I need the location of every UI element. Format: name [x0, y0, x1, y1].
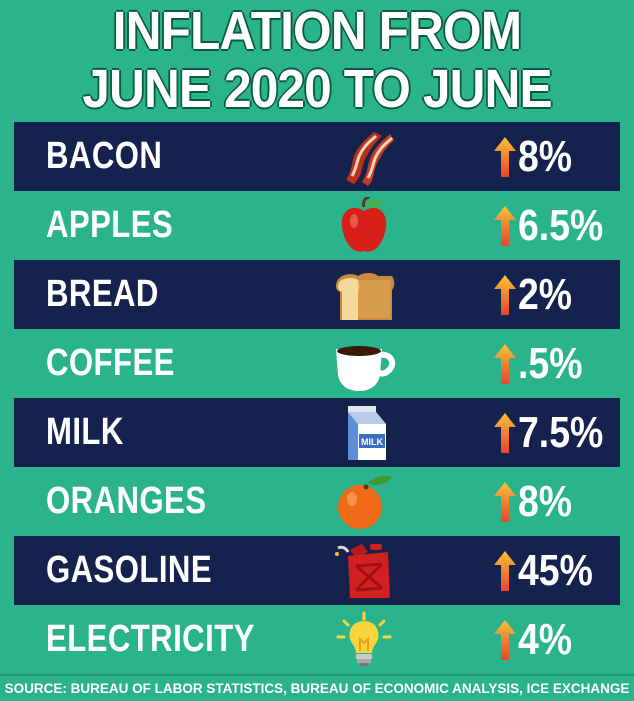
item-label: GASOLINE — [46, 549, 213, 591]
up-arrow-icon — [494, 136, 516, 177]
up-arrow-icon — [494, 550, 516, 591]
orange-icon — [332, 473, 396, 531]
table-row-apples: APPLES 6.5% — [14, 191, 620, 260]
source-footer: SOURCE: BUREAU OF LABOR STATISTICS, BURE… — [0, 674, 634, 701]
change-value: 8% — [494, 467, 582, 536]
item-label: ORANGES — [46, 480, 207, 522]
change-percent: 45% — [518, 546, 593, 595]
table-row-bread: BREAD 2% — [14, 260, 620, 329]
inflation-table: BACON 8% APPLES 6.5% — [14, 122, 620, 674]
table-row-coffee: COFFEE .5% — [14, 329, 620, 398]
table-row-gasoline: GASOLINE 45% — [14, 536, 620, 605]
up-arrow-icon — [494, 205, 516, 246]
item-label: MILK — [46, 411, 124, 453]
change-percent: 8% — [518, 132, 573, 181]
up-arrow-icon — [494, 412, 516, 453]
up-arrow-icon — [494, 481, 516, 522]
up-arrow-icon — [494, 619, 516, 660]
light-bulb-icon — [332, 611, 396, 669]
item-label: ELECTRICITY — [46, 618, 255, 660]
table-row-oranges: ORANGES 8% — [14, 467, 620, 536]
item-label: APPLES — [46, 204, 174, 246]
change-percent: 8% — [518, 477, 573, 526]
change-value: 8% — [494, 122, 582, 191]
up-arrow-icon — [494, 274, 516, 315]
item-label: BACON — [46, 135, 163, 177]
milk-carton-icon: MILK — [332, 404, 396, 462]
change-value: 7.5% — [494, 398, 618, 467]
coffee-cup-icon — [332, 335, 396, 393]
item-label: BREAD — [46, 273, 159, 315]
milk-carton-label: MILK — [361, 437, 383, 447]
change-percent: 7.5% — [518, 408, 604, 457]
table-row-bacon: BACON 8% — [14, 122, 620, 191]
change-percent: 6.5% — [518, 201, 604, 250]
item-label: COFFEE — [46, 342, 175, 384]
change-percent: .5% — [518, 339, 583, 388]
bacon-icon — [332, 128, 396, 186]
change-value: 45% — [494, 536, 606, 605]
bread-icon — [332, 266, 396, 324]
change-percent: 4% — [518, 615, 573, 664]
table-row-milk: MILK MILK 7.5% — [14, 398, 620, 467]
change-value: 4% — [494, 605, 582, 674]
change-value: 6.5% — [494, 191, 618, 260]
change-value: 2% — [494, 260, 582, 329]
apple-icon — [332, 197, 396, 255]
table-row-electricity: ELECTRICITY 4% — [14, 605, 620, 674]
up-arrow-icon — [494, 343, 516, 384]
title-line-1: INFLATION FROM — [112, 1, 522, 61]
change-value: .5% — [494, 329, 594, 398]
change-percent: 2% — [518, 270, 573, 319]
gas-can-icon — [332, 542, 396, 600]
